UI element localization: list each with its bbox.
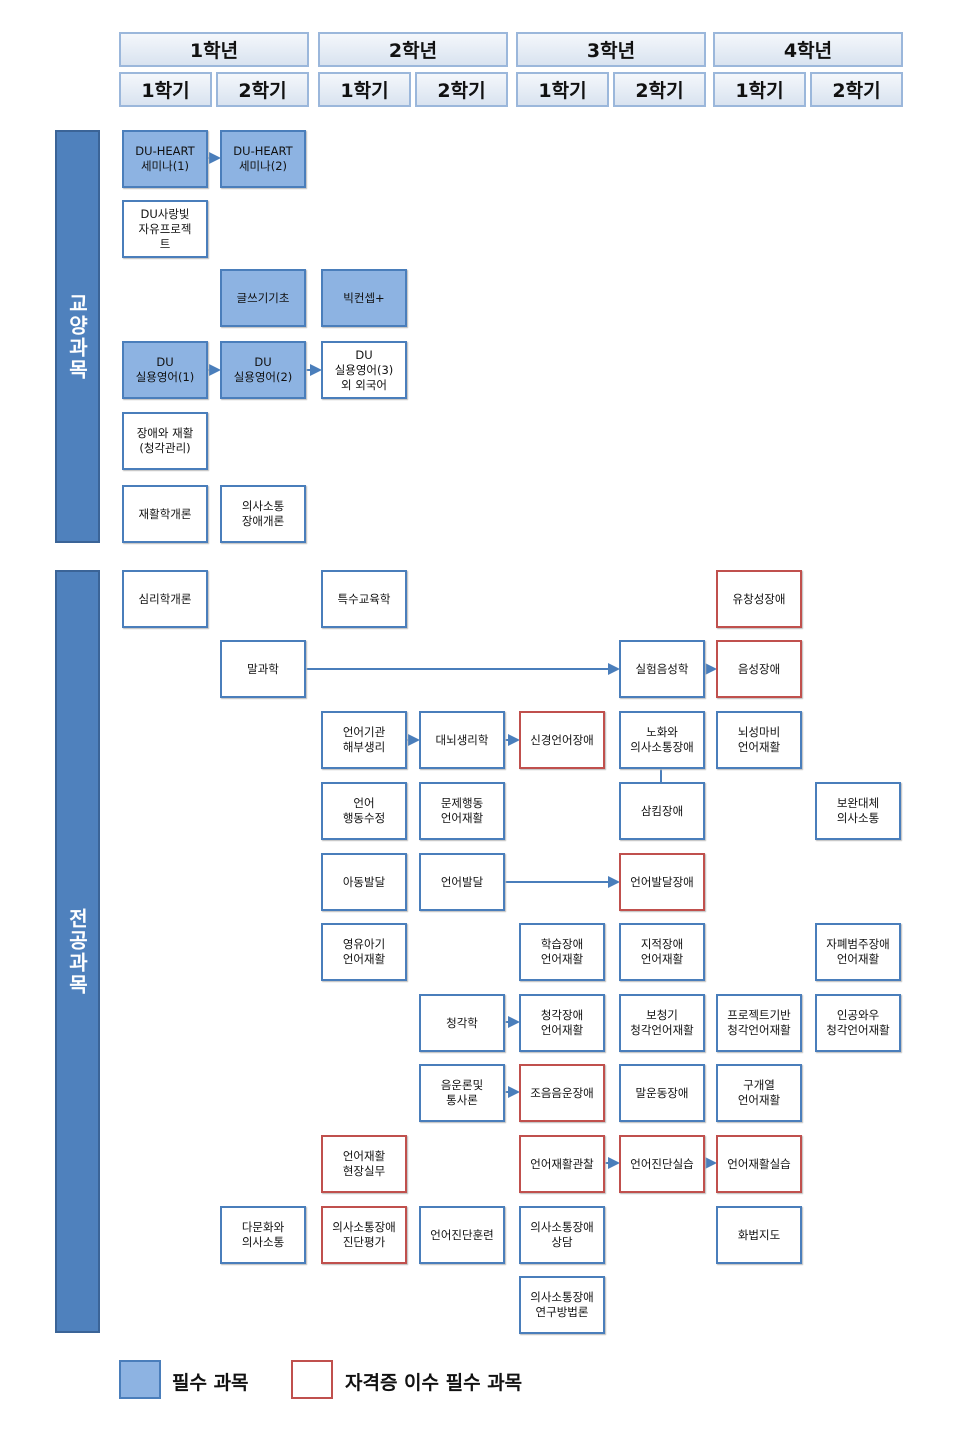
course-box: 삼킴장애 (619, 782, 705, 840)
course-box: 프로젝트기반 청각언어재활 (716, 994, 802, 1052)
course-box: 말과학 (220, 640, 306, 698)
legend-certificate-swatch (291, 1360, 333, 1399)
course-box: 조음음운장애 (519, 1064, 605, 1122)
course-box: DU-HEART 세미나(2) (220, 130, 306, 188)
course-box: 장애와 재활 (청각관리) (122, 412, 208, 470)
course-box: 뇌성마비 언어재활 (716, 711, 802, 769)
course-box: DU 실용영어(2) (220, 341, 306, 399)
semester-header: 1학기 (119, 72, 212, 107)
legend-required-swatch (119, 1360, 161, 1399)
semester-header: 1학기 (516, 72, 609, 107)
year-3-header: 3학년 (516, 32, 706, 67)
major-section-label: 전공과목 (55, 570, 100, 1333)
legend-required-label: 필수 과목 (172, 1372, 249, 1394)
semester-header: 2학기 (613, 72, 706, 107)
course-box: 의사소통 장애개론 (220, 485, 306, 543)
semester-header: 1학기 (318, 72, 411, 107)
course-box: 아동발달 (321, 853, 407, 911)
course-box: DU 실용영어(3) 외 외국어 (321, 341, 407, 399)
course-box: 청각학 (419, 994, 505, 1052)
course-box: 특수교육학 (321, 570, 407, 628)
course-box: 언어재활 현장실무 (321, 1135, 407, 1193)
course-box: 인공와우 청각언어재활 (815, 994, 901, 1052)
course-box: 유창성장애 (716, 570, 802, 628)
semester-header: 2학기 (810, 72, 903, 107)
course-box: DU사랑빛 자유프로젝 트 (122, 200, 208, 258)
course-box: 보청기 청각언어재활 (619, 994, 705, 1052)
course-box: 말운동장애 (619, 1064, 705, 1122)
course-box: DU 실용영어(1) (122, 341, 208, 399)
course-box: 언어발달장애 (619, 853, 705, 911)
course-box: 언어발달 (419, 853, 505, 911)
course-box: 언어기관 해부생리 (321, 711, 407, 769)
course-box: 언어 행동수정 (321, 782, 407, 840)
course-box: 언어진단실습 (619, 1135, 705, 1193)
year-2-header: 2학년 (318, 32, 508, 67)
course-box: 다문화와 의사소통 (220, 1206, 306, 1264)
course-box: 음성장애 (716, 640, 802, 698)
course-box: 보완대체 의사소통 (815, 782, 901, 840)
course-box: 언어재활실습 (716, 1135, 802, 1193)
general-section-label: 교양과목 (55, 130, 100, 543)
course-box: 의사소통장애 진단평가 (321, 1206, 407, 1264)
course-box: 문제행동 언어재활 (419, 782, 505, 840)
course-box: 의사소통장애 연구방법론 (519, 1276, 605, 1334)
course-box: 실험음성학 (619, 640, 705, 698)
semester-header: 2학기 (216, 72, 309, 107)
course-box: 글쓰기기초 (220, 269, 306, 327)
course-box: 대뇌생리학 (419, 711, 505, 769)
course-box: 빅컨셉+ (321, 269, 407, 327)
semester-header: 2학기 (415, 72, 508, 107)
course-box: 신경언어장애 (519, 711, 605, 769)
course-box: 화법지도 (716, 1206, 802, 1264)
course-box: 지적장애 언어재활 (619, 923, 705, 981)
course-box: 청각장애 언어재활 (519, 994, 605, 1052)
course-box: 음운론및 통사론 (419, 1064, 505, 1122)
course-box: 재활학개론 (122, 485, 208, 543)
course-box: 언어진단훈련 (419, 1206, 505, 1264)
legend-certificate-label: 자격증 이수 필수 과목 (345, 1372, 523, 1394)
course-box: 자폐범주장애 언어재활 (815, 923, 901, 981)
course-box: 언어재활관찰 (519, 1135, 605, 1193)
course-box: 의사소통장애 상담 (519, 1206, 605, 1264)
course-box: 학습장애 언어재활 (519, 923, 605, 981)
semester-header: 1학기 (713, 72, 806, 107)
course-box: DU-HEART 세미나(1) (122, 130, 208, 188)
course-box: 노화와 의사소통장애 (619, 711, 705, 769)
course-box: 심리학개론 (122, 570, 208, 628)
year-4-header: 4학년 (713, 32, 903, 67)
year-1-header: 1학년 (119, 32, 309, 67)
course-box: 구개열 언어재활 (716, 1064, 802, 1122)
course-box: 영유아기 언어재활 (321, 923, 407, 981)
